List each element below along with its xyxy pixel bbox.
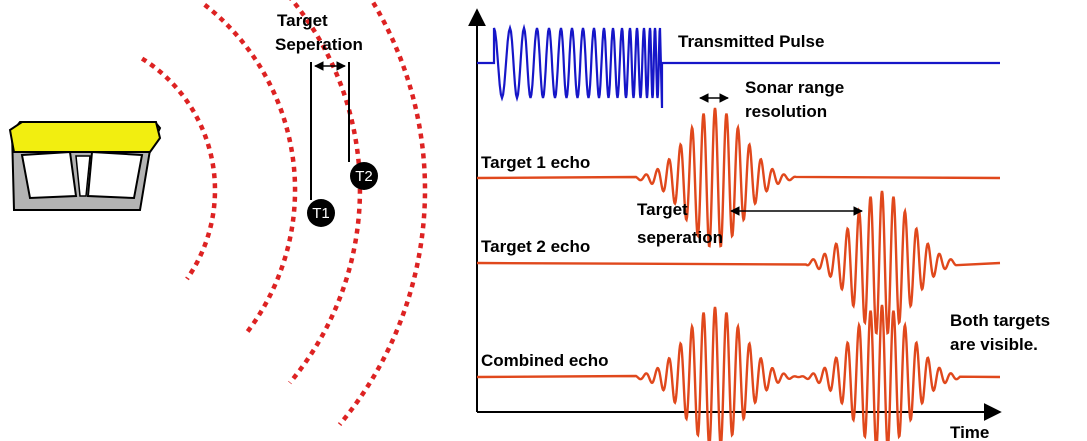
transmitted-pulse-trace: [477, 23, 1000, 109]
target-separation-echo-label: Target seperation: [637, 200, 723, 247]
sonar-range-resolution-label: Sonar range resolution: [745, 78, 849, 121]
target2-echo-trace: [476, 190, 1001, 336]
sonar-wave-arc: [203, 3, 298, 337]
sonar-wave-arc: [140, 56, 218, 281]
target1-echo-label: Target 1 echo: [481, 153, 590, 172]
target-1: T1: [307, 199, 335, 227]
transmitted-pulse-label: Transmitted Pulse: [678, 32, 824, 51]
sonar-wave-arcs: [140, 0, 428, 427]
target2-echo-label: Target 2 echo: [481, 237, 590, 256]
sonar-device: [8, 121, 162, 211]
sonar-wave-arc: [337, 0, 428, 427]
target-1-label: T1: [312, 205, 330, 222]
target-2: T2: [350, 162, 378, 190]
target1-echo-trace: [476, 107, 1001, 248]
both-targets-visible-label: Both targets are visible.: [950, 311, 1055, 354]
combined-echo-label: Combined echo: [481, 351, 609, 370]
target-2-label: T2: [355, 168, 373, 185]
target-separation-label: Target Seperation: [275, 11, 363, 54]
x-axis-label: Time: [950, 423, 989, 441]
combined-echo-trace: [476, 304, 1001, 441]
